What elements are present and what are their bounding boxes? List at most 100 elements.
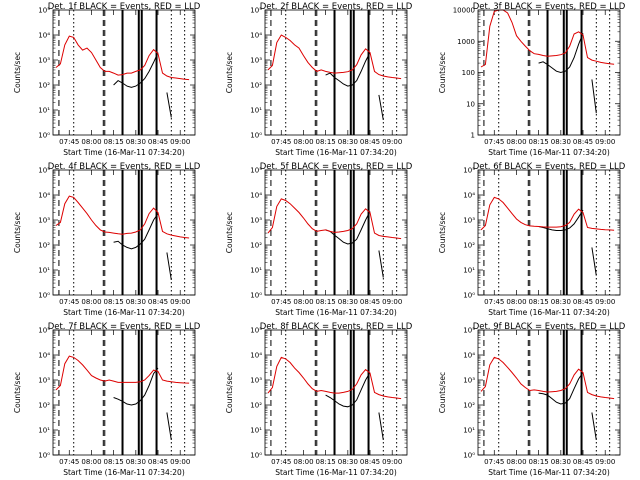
y-tick-label: 10⁵ <box>38 7 50 15</box>
events-series-line <box>538 209 597 276</box>
y-tick-label: 10⁰ <box>250 132 262 140</box>
x-axis-label: Start Time (16-Mar-11 07:34:20) <box>488 308 610 317</box>
x-tick-label: 08:30 <box>338 138 358 146</box>
plot-frame <box>477 329 621 456</box>
x-tick-label: 09:00 <box>170 298 190 306</box>
x-tick-label: 07:45 <box>271 138 291 146</box>
y-tick-label: 10⁴ <box>250 192 262 200</box>
x-tick-label: 07:45 <box>59 298 79 306</box>
x-tick-label: 07:45 <box>271 298 291 306</box>
y-tick-label: 10² <box>38 402 50 410</box>
x-tick-label: 08:15 <box>529 298 549 306</box>
panel-7: Det. 7f BLACK = Events, RED = LLD Counts/… <box>13 322 201 477</box>
x-axis-label: Start Time (16-Mar-11 07:34:20) <box>63 468 185 477</box>
x-tick-label: 09:00 <box>595 298 615 306</box>
y-tick-label: 10¹ <box>463 267 475 275</box>
y-axis-label: Counts/sec <box>13 372 22 413</box>
y-tick-label: 10¹ <box>38 267 50 275</box>
x-tick-label: 08:00 <box>81 298 101 306</box>
x-tick-label: 08:15 <box>104 138 124 146</box>
y-tick-label: 10 <box>466 100 475 108</box>
y-tick-label: 10³ <box>463 217 475 225</box>
x-tick-label: 08:45 <box>573 138 593 146</box>
panel-4: Det. 4f BLACK = Events, RED = LLD Counts/… <box>13 162 201 317</box>
x-tick-label: 07:45 <box>59 138 79 146</box>
plot-frame <box>477 9 621 136</box>
plot-frame <box>52 169 196 296</box>
lld-series-line <box>267 356 402 400</box>
plot-frame <box>264 169 408 296</box>
events-series-line <box>325 52 384 120</box>
panel-title: Det. 1f BLACK = Events, RED = LLD <box>48 2 201 12</box>
x-tick-label: 08:30 <box>551 298 571 306</box>
y-tick-label: 10³ <box>250 57 262 65</box>
y-tick-label: 10⁵ <box>38 167 50 175</box>
events-series-line <box>113 213 172 280</box>
y-tick-label: 10⁴ <box>250 352 262 360</box>
y-tick-label: 10² <box>463 242 475 250</box>
y-tick-label: 10² <box>38 82 50 90</box>
x-tick-label: 08:00 <box>293 138 313 146</box>
x-tick-label: 08:00 <box>506 458 526 466</box>
y-tick-label: 10⁰ <box>38 292 50 300</box>
panel-title: Det. 7f BLACK = Events, RED = LLD <box>48 322 201 332</box>
x-tick-label: 08:45 <box>360 138 380 146</box>
y-axis-label: Counts/sec <box>438 52 447 93</box>
x-tick-label: 08:45 <box>360 458 380 466</box>
y-tick-label: 10000 <box>453 7 475 15</box>
y-tick-label: 10⁵ <box>250 167 262 175</box>
x-axis-label: Start Time (16-Mar-11 07:34:20) <box>63 308 185 317</box>
y-tick-label: 10⁴ <box>38 352 50 360</box>
y-tick-label: 10⁴ <box>250 32 262 40</box>
y-axis-label: Counts/sec <box>13 212 22 253</box>
panel-title: Det. 2f BLACK = Events, RED = LLD <box>260 2 413 12</box>
x-tick-label: 08:15 <box>529 138 549 146</box>
x-tick-label: 08:30 <box>551 138 571 146</box>
x-tick-label: 08:00 <box>293 458 313 466</box>
x-tick-label: 08:00 <box>293 298 313 306</box>
y-tick-label: 10³ <box>463 377 475 385</box>
plot-frame <box>52 9 196 136</box>
x-tick-label: 08:45 <box>573 298 593 306</box>
x-axis-label: Start Time (16-Mar-11 07:34:20) <box>275 308 397 317</box>
x-tick-label: 08:15 <box>529 458 549 466</box>
panel-title: Det. 3f BLACK = Events, RED = LLD <box>473 2 626 12</box>
lld-series-line <box>55 35 190 81</box>
panel-9: Det. 9f BLACK = Events, RED = LLD Counts/… <box>438 322 626 477</box>
y-tick-label: 10⁴ <box>38 32 50 40</box>
x-tick-label: 08:00 <box>506 298 526 306</box>
x-tick-label: 08:45 <box>148 298 168 306</box>
x-axis-label: Start Time (16-Mar-11 07:34:20) <box>275 468 397 477</box>
x-tick-label: 08:00 <box>506 138 526 146</box>
x-tick-label: 09:00 <box>170 458 190 466</box>
plot-frame <box>477 169 621 296</box>
x-tick-label: 08:30 <box>126 298 146 306</box>
x-tick-label: 07:45 <box>484 458 504 466</box>
y-axis-label: Counts/sec <box>438 372 447 413</box>
events-series-line <box>113 52 172 118</box>
x-axis-label: Start Time (16-Mar-11 07:34:20) <box>488 468 610 477</box>
y-tick-label: 10⁰ <box>250 292 262 300</box>
x-tick-label: 08:45 <box>148 458 168 466</box>
events-series-line <box>538 33 597 114</box>
y-tick-label: 10² <box>250 402 262 410</box>
y-tick-label: 10⁵ <box>250 327 262 335</box>
x-tick-label: 08:30 <box>126 458 146 466</box>
y-tick-label: 1000 <box>457 38 475 46</box>
x-tick-label: 08:30 <box>126 138 146 146</box>
x-tick-label: 07:45 <box>484 298 504 306</box>
x-tick-label: 08:30 <box>338 458 358 466</box>
lld-series-line <box>267 34 402 80</box>
panel-title: Det. 5f BLACK = Events, RED = LLD <box>260 162 413 172</box>
panel-title: Det. 8f BLACK = Events, RED = LLD <box>260 322 413 332</box>
x-tick-label: 07:45 <box>271 458 291 466</box>
y-tick-label: 10⁵ <box>250 7 262 15</box>
y-tick-label: 10⁵ <box>463 327 475 335</box>
y-tick-label: 10³ <box>250 377 262 385</box>
lld-series-line <box>480 196 615 231</box>
y-axis-label: Counts/sec <box>225 372 234 413</box>
x-tick-label: 08:00 <box>81 458 101 466</box>
events-series-line <box>113 367 172 440</box>
y-tick-label: 10⁰ <box>463 452 475 460</box>
